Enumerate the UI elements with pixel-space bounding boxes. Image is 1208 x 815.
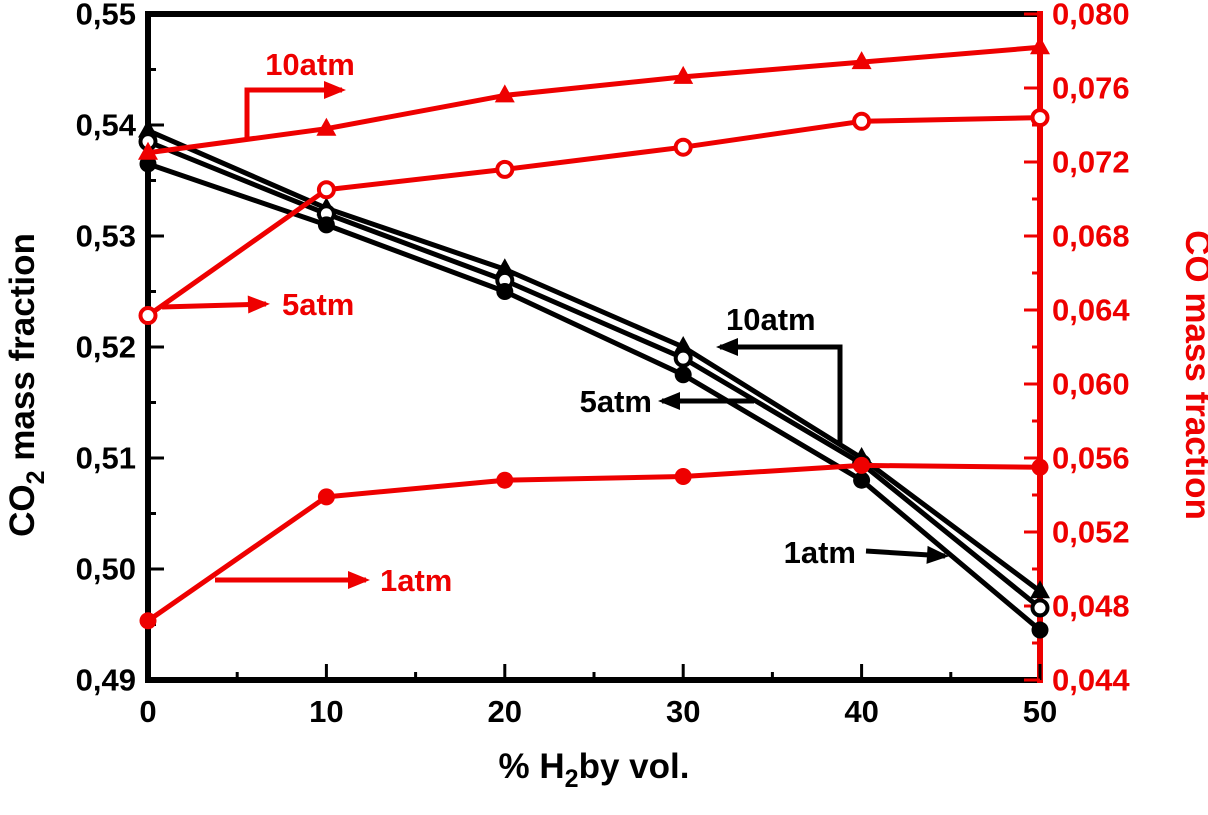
right-tick-label: 0,052: [1052, 515, 1130, 550]
right-tick-label: 0,076: [1052, 71, 1130, 106]
right-tick-label: 0,068: [1052, 219, 1130, 254]
right-tick-label: 0,056: [1052, 441, 1130, 476]
marker-circle: [674, 468, 692, 485]
marker-triangle: [138, 141, 158, 160]
right-tick-label: 0,048: [1052, 589, 1130, 624]
marker-circle-open: [673, 348, 693, 368]
marker-circle-open: [138, 306, 158, 326]
marker-triangle: [138, 119, 158, 138]
left-axis-title: CO2 mass fraction: [3, 233, 50, 537]
marker-circle: [139, 612, 157, 630]
marker-circle-open: [1030, 108, 1050, 128]
marker-circle: [317, 216, 335, 234]
marker-circle: [496, 283, 514, 300]
left-tick-label: 0,49: [76, 663, 136, 698]
marker-circle-open: [673, 137, 693, 157]
annotation-arrow-line-0: [244, 87, 342, 141]
x-tick-label: 10: [309, 694, 343, 729]
marker-triangle: [316, 117, 337, 136]
left-tick-label: 0,52: [76, 330, 136, 365]
annotation-arrow-head-0: [324, 81, 346, 99]
marker-circle: [853, 471, 871, 489]
marker-circle: [1031, 458, 1049, 476]
annotation-arrow-head-1: [247, 295, 270, 314]
annotation-label-1: 5atm: [282, 287, 354, 322]
marker-circle-open: [852, 111, 872, 131]
annotation-label-3: 10atm: [726, 302, 816, 337]
series-line-4: [145, 115, 1043, 319]
annotation-label-4: 5atm: [580, 384, 652, 419]
x-tick-label: 40: [844, 694, 878, 729]
marker-triangle: [851, 51, 872, 70]
annotation-arrow-head-2: [348, 571, 370, 589]
series-line-5: [145, 462, 1043, 624]
marker-triangle: [494, 258, 515, 277]
marker-triangle: [1030, 36, 1050, 55]
marker-triangle: [1030, 580, 1050, 599]
left-tick-label: 0,53: [76, 219, 136, 254]
annotation-arrow-line-3: [720, 344, 843, 443]
series-line-1: [145, 139, 1043, 611]
marker-triangle: [494, 84, 515, 103]
marker-circle: [1031, 621, 1049, 639]
right-axis-title: CO mass fraction: [1178, 230, 1208, 520]
series-line-0: [145, 128, 1043, 594]
annotation-label-2: 1atm: [380, 563, 452, 598]
annotation-arrow-head-3: [716, 338, 738, 356]
marker-circle: [496, 471, 514, 489]
series-line-3: [145, 44, 1043, 156]
marker-circle: [317, 488, 335, 506]
annotation-label-5: 1atm: [784, 535, 856, 570]
marker-circle-open: [495, 159, 515, 179]
marker-circle-open: [316, 180, 336, 200]
right-tick-label: 0,064: [1052, 293, 1130, 328]
right-tick-label: 0,072: [1052, 145, 1130, 180]
marker-circle: [674, 366, 692, 384]
annotation-arrow-head-5: [926, 545, 949, 564]
x-tick-label: 20: [488, 694, 522, 729]
right-tick-label: 0,080: [1052, 0, 1130, 32]
annotation-label-0: 10atm: [265, 47, 355, 82]
x-tick-label: 30: [666, 694, 700, 729]
marker-triangle: [673, 65, 694, 84]
series-line-2: [145, 161, 1043, 633]
right-tick-label: 0,044: [1052, 663, 1130, 698]
right-tick-label: 0,060: [1052, 367, 1130, 402]
marker-circle-open: [1030, 598, 1050, 618]
left-tick-label: 0,54: [76, 108, 137, 143]
left-tick-label: 0,55: [76, 0, 136, 32]
x-axis-title: % H2by vol.: [499, 747, 690, 793]
marker-triangle: [673, 336, 694, 354]
left-tick-label: 0,50: [76, 552, 136, 587]
x-tick-label: 50: [1023, 694, 1057, 729]
x-tick-label: 0: [139, 694, 156, 729]
left-tick-label: 0,51: [76, 441, 136, 476]
marker-circle: [853, 456, 871, 474]
annotation-arrow-head-4: [658, 392, 680, 410]
